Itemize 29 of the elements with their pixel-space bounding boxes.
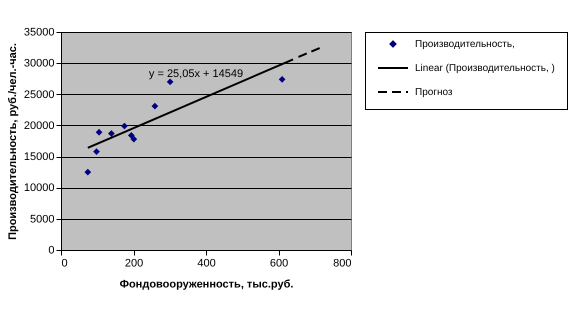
point	[152, 102, 158, 110]
legend-label: Linear (Производительность, )	[415, 63, 555, 74]
point	[166, 78, 174, 86]
x-axis-title: Фондовооруженность, тыс.руб.	[120, 278, 294, 290]
point	[84, 168, 92, 176]
y-tick-label: 10000	[24, 182, 54, 194]
annotation: y = 25,05x + 14549	[148, 68, 244, 80]
y-tick-label: 30000	[24, 58, 54, 70]
x-tick-label: 0	[62, 258, 68, 270]
point	[278, 76, 286, 83]
point	[93, 148, 100, 155]
y-tick-label: 0	[48, 244, 54, 256]
y-tick-label: 20000	[24, 120, 54, 132]
y-axis-title: Производительность, руб./чел.-час.	[6, 43, 19, 240]
point	[128, 132, 135, 139]
legend-label: Производительность,	[415, 39, 515, 50]
y-tick-label: 35000	[24, 26, 54, 38]
legend-label: Прогноз	[415, 87, 453, 98]
y-tick-label: 5000	[30, 213, 54, 226]
point	[108, 130, 115, 137]
point	[96, 128, 102, 136]
x-tick-label: 600	[270, 258, 288, 270]
x-tick-label: 200	[124, 258, 144, 270]
point	[121, 122, 128, 130]
x-tick-label: 800	[333, 258, 352, 270]
y-tick-label: 25000	[24, 88, 54, 101]
x-tick-label: 400	[197, 258, 216, 270]
point	[130, 136, 138, 142]
y-tick-label: 15000	[24, 151, 54, 164]
